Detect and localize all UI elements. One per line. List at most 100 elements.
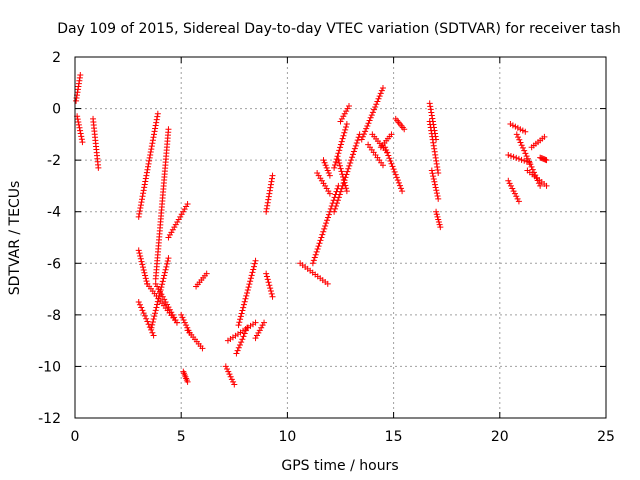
series-arc4 (135, 110, 161, 220)
data-point (265, 196, 272, 203)
data-point (150, 316, 157, 323)
data-point (237, 313, 244, 320)
data-point (528, 163, 535, 170)
data-point (77, 130, 84, 137)
data-point (353, 139, 360, 146)
data-point (429, 118, 436, 125)
data-point (529, 166, 536, 173)
data-point (165, 304, 172, 311)
data-point (516, 136, 523, 143)
data-point (267, 181, 274, 188)
data-point (374, 98, 381, 105)
data-point (151, 131, 158, 138)
data-point (150, 332, 157, 339)
data-point (144, 166, 151, 173)
data-point (162, 298, 169, 305)
data-point (510, 188, 517, 195)
data-point (319, 231, 326, 238)
data-point (322, 223, 329, 230)
data-point (149, 321, 156, 328)
data-point (513, 193, 520, 200)
data-point (324, 217, 331, 224)
series-arc47 (537, 154, 550, 164)
data-point (235, 344, 242, 351)
data-point (136, 250, 143, 257)
data-point (521, 157, 528, 164)
data-point (336, 147, 343, 154)
series-arc37 (426, 118, 442, 177)
data-point (238, 339, 245, 346)
data-point (174, 219, 181, 226)
data-point (339, 171, 346, 178)
data-point (263, 273, 270, 280)
data-point (164, 301, 171, 308)
data-point (372, 103, 379, 110)
series-arc31 (358, 84, 386, 143)
data-point (142, 272, 149, 279)
data-point (517, 139, 524, 146)
data-point (147, 151, 154, 158)
data-point (152, 125, 159, 132)
series-arc40 (433, 208, 444, 231)
data-point (388, 131, 395, 138)
data-point (430, 121, 437, 128)
series-arc10 (152, 126, 172, 282)
data-point (318, 234, 325, 241)
data-point (337, 144, 344, 151)
data-point (513, 131, 520, 138)
data-point (338, 138, 345, 145)
data-point (136, 301, 143, 308)
data-point (269, 293, 276, 300)
data-point (527, 161, 534, 168)
data-point (369, 109, 376, 116)
data-point (340, 174, 347, 181)
data-point (377, 90, 384, 97)
data-point (526, 158, 533, 165)
data-point (252, 335, 259, 342)
data-point (311, 254, 318, 261)
data-point (236, 319, 243, 326)
data-point (241, 298, 248, 305)
data-point (433, 208, 440, 215)
data-point (203, 270, 210, 277)
data-point (333, 200, 340, 207)
data-point (523, 153, 530, 160)
data-point (541, 133, 548, 140)
data-point (159, 281, 166, 288)
data-point (149, 137, 156, 144)
chart-title: Day 109 of 2015, Sidereal Day-to-day VTE… (57, 21, 620, 37)
data-point (143, 278, 150, 285)
data-point (514, 195, 521, 202)
data-point (172, 221, 179, 228)
data-point (161, 296, 168, 303)
data-point (142, 175, 149, 182)
data-point (237, 316, 244, 323)
data-point (146, 157, 153, 164)
data-point (347, 160, 354, 167)
data-point (227, 373, 234, 380)
y-tick-label: -6 (47, 256, 61, 272)
data-point (140, 190, 147, 197)
data-point (224, 366, 231, 373)
data-point (231, 381, 238, 388)
data-point (135, 213, 142, 220)
data-point (149, 329, 156, 336)
data-point (230, 378, 237, 385)
data-point (267, 285, 274, 292)
data-point (78, 133, 85, 140)
y-tick-label: 2 (52, 50, 61, 66)
data-point (393, 174, 400, 181)
data-point (340, 176, 347, 183)
data-point (316, 240, 323, 247)
data-point (428, 109, 435, 116)
x-tick-label: 20 (491, 429, 509, 445)
data-point (337, 188, 344, 195)
data-point (268, 178, 275, 185)
data-point (76, 124, 83, 131)
data-point (313, 248, 320, 255)
data-point (168, 309, 175, 316)
data-point (178, 311, 185, 318)
series-arc41 (505, 177, 522, 205)
data-point (391, 168, 398, 175)
data-point (158, 291, 165, 298)
